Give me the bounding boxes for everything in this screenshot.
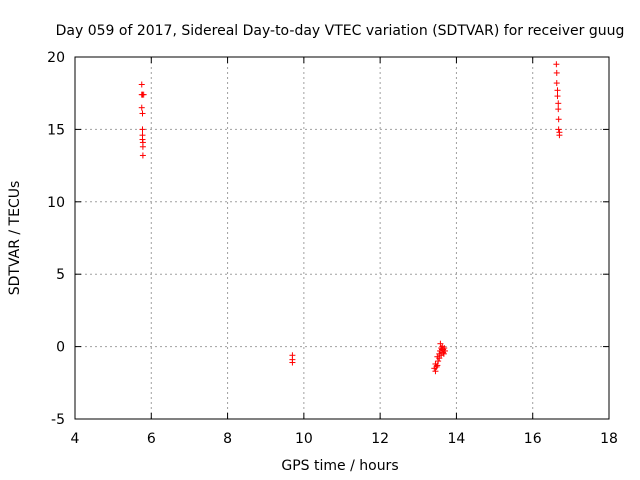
data-point — [441, 347, 448, 354]
y-tick-label: 10 — [47, 195, 65, 211]
data-point — [441, 345, 448, 352]
y-tick-label: 0 — [56, 340, 65, 356]
data-point — [432, 368, 439, 375]
data-point — [554, 87, 561, 94]
x-tick-label: 10 — [295, 431, 313, 447]
data-point — [139, 152, 146, 159]
data-point — [138, 81, 145, 88]
data-point — [139, 126, 146, 133]
x-tick-label: 12 — [371, 431, 389, 447]
data-point — [553, 61, 560, 68]
data-point — [433, 363, 440, 370]
data-point — [554, 93, 561, 100]
y-tick-label: 20 — [47, 50, 65, 66]
data-points — [138, 61, 563, 375]
chart-title: Day 059 of 2017, Sidereal Day-to-day VTE… — [56, 23, 625, 39]
y-tick-label: 5 — [56, 267, 65, 283]
data-point — [556, 129, 563, 136]
y-tick-label: 15 — [47, 122, 65, 138]
x-tick-label: 6 — [147, 431, 156, 447]
data-point — [139, 110, 146, 117]
data-point — [289, 359, 296, 366]
data-point — [555, 106, 562, 113]
x-tick-label: 16 — [524, 431, 542, 447]
data-point — [553, 69, 560, 76]
x-tick-label: 14 — [448, 431, 466, 447]
y-tick-label: -5 — [51, 412, 65, 428]
y-axis-label: SDTVAR / TECUs — [7, 181, 23, 296]
data-point — [435, 358, 442, 365]
data-point — [434, 362, 441, 369]
data-point — [555, 126, 562, 133]
x-tick-label: 18 — [600, 431, 618, 447]
grid-lines — [75, 57, 609, 419]
plot-frame — [74, 56, 610, 420]
x-axis-label: GPS time / hours — [281, 458, 398, 474]
data-point — [555, 100, 562, 107]
data-point — [139, 143, 146, 150]
data-point — [138, 104, 145, 111]
data-point — [555, 116, 562, 123]
axis-ticks — [74, 56, 610, 420]
data-point — [553, 80, 560, 87]
x-tick-label: 8 — [223, 431, 232, 447]
data-point — [440, 350, 447, 357]
data-point — [140, 91, 147, 98]
x-tick-label: 4 — [71, 431, 80, 447]
